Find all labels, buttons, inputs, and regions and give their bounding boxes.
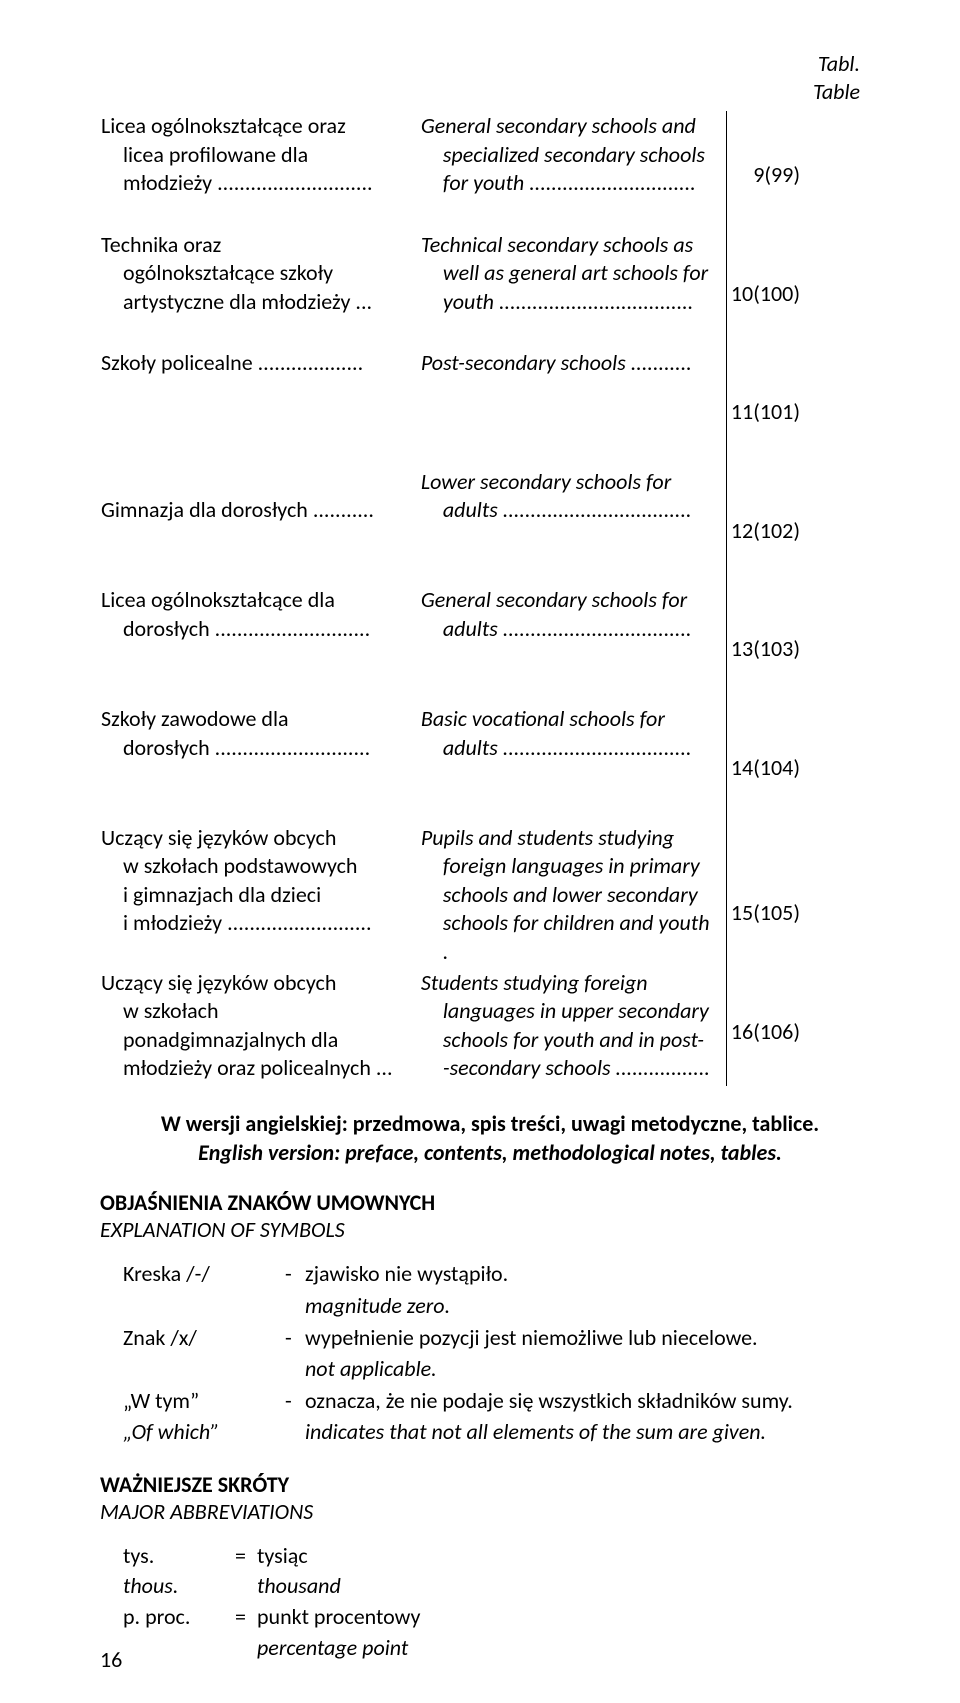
toc-cell-en: General secondary schools foradults ....…	[411, 585, 726, 704]
abbrev-label-pl: p. proc.	[122, 1602, 234, 1633]
symbol-desc-en: not applicable.	[304, 1354, 794, 1386]
toc-cell-pl: Uczący się języków obcychw szkołach pods…	[100, 823, 411, 968]
toc-cell-pl: Szkoły zawodowe dladorosłych ...........…	[100, 704, 411, 823]
abbrev-eq: =	[234, 1602, 256, 1633]
abbrev-val-pl: tysiąc	[256, 1541, 421, 1572]
symbol-dash: -	[284, 1259, 304, 1291]
symbols-heading-pl: OBJAŚNIENIA ZNAKÓW UMOWNYCH	[100, 1189, 880, 1216]
symbols-table: Kreska /-/-zjawisko nie wystąpiło.magnit…	[122, 1259, 794, 1449]
toc-row: Szkoły policealne ...................Pos…	[100, 348, 880, 467]
symbol-dash-blank	[284, 1354, 304, 1386]
toc-cell-en: Technical secondary schools aswell as ge…	[411, 230, 726, 349]
abbrev-label-en	[122, 1633, 234, 1664]
symbol-dash-blank	[284, 1291, 304, 1323]
symbol-desc-pl: zjawisko nie wystąpiło.	[304, 1259, 794, 1291]
abbrev-eq-blank	[234, 1571, 256, 1602]
abbrev-row: tys.=tysiąc	[122, 1541, 421, 1572]
symbol-row-en: not applicable.	[122, 1354, 794, 1386]
toc-cell-page: 15(105)	[726, 823, 880, 968]
toc-cell-page: 16(106)	[726, 968, 880, 1087]
toc-cell-pl: Technika orazogólnokształcące szkołyarty…	[100, 230, 411, 349]
symbol-desc-en: magnitude zero.	[304, 1291, 794, 1323]
symbol-label-pl: Znak /x/	[122, 1323, 284, 1355]
document-page: Tabl. Table Licea ogólnokształcące orazl…	[0, 0, 960, 1703]
abbrev-row-en: percentage point	[122, 1633, 421, 1664]
toc-row: Uczący się języków obcychw szkołachponad…	[100, 968, 880, 1087]
label-tabl: Tabl.	[818, 50, 860, 77]
toc-cell-en: General secondary schools andspecialized…	[411, 111, 726, 230]
toc-cell-page: 12(102)	[726, 467, 880, 586]
symbol-dash-blank	[284, 1417, 304, 1449]
abbrev-table: tys.=tysiącthous.thousandp. proc.=punkt …	[122, 1541, 421, 1663]
toc-row: Licea ogólnokształcące orazlicea profilo…	[100, 111, 880, 230]
symbol-row: Kreska /-/-zjawisko nie wystąpiło.	[122, 1259, 794, 1291]
toc-row: Uczący się języków obcychw szkołach pods…	[100, 823, 880, 968]
symbol-label-pl: Kreska /-/	[122, 1259, 284, 1291]
toc-row: Szkoły zawodowe dladorosłych ...........…	[100, 704, 880, 823]
symbol-label-pl: „W tym”	[122, 1386, 284, 1418]
table-header-labels: Tabl. Table	[100, 50, 880, 105]
symbol-dash: -	[284, 1323, 304, 1355]
symbol-desc-en: indicates that not all elements of the s…	[304, 1417, 794, 1449]
label-table: Table	[813, 78, 860, 105]
toc-table: Licea ogólnokształcące orazlicea profilo…	[100, 111, 880, 1086]
symbol-desc-pl: wypełnienie pozycji jest niemożliwe lub …	[304, 1323, 794, 1355]
toc-cell-page: 11(101)	[726, 348, 880, 467]
toc-cell-en: Students studying foreignlanguages in up…	[411, 968, 726, 1087]
toc-cell-pl: Licea ogólnokształcące orazlicea profilo…	[100, 111, 411, 230]
symbol-row: Znak /x/-wypełnienie pozycji jest niemoż…	[122, 1323, 794, 1355]
toc-cell-page: 10(100)	[726, 230, 880, 349]
toc-row: Licea ogólnokształcące dladorosłych ....…	[100, 585, 880, 704]
abbrev-row: p. proc.=punkt procentowy	[122, 1602, 421, 1633]
toc-cell-en: Post-secondary schools ...........	[411, 348, 726, 467]
abbrev-val-en: thousand	[256, 1571, 421, 1602]
version-note-en: English version: preface, contents, meth…	[100, 1139, 880, 1168]
abbrev-eq: =	[234, 1541, 256, 1572]
toc-cell-pl: Licea ogólnokształcące dladorosłych ....…	[100, 585, 411, 704]
abbrev-heading-en: MAJOR ABBREVIATIONS	[100, 1498, 880, 1525]
toc-cell-en: Basic vocational schools foradults .....…	[411, 704, 726, 823]
toc-cell-pl: Gimnazja dla dorosłych ...........	[100, 467, 411, 586]
toc-cell-pl: Uczący się języków obcychw szkołachponad…	[100, 968, 411, 1087]
symbol-label-en	[122, 1354, 284, 1386]
abbrev-val-en: percentage point	[256, 1633, 421, 1664]
abbrev-eq-blank	[234, 1633, 256, 1664]
symbol-desc-pl: oznacza, że nie podaje się wszystkich sk…	[304, 1386, 794, 1418]
symbol-row: „W tym”-oznacza, że nie podaje się wszys…	[122, 1386, 794, 1418]
toc-cell-pl: Szkoły policealne ...................	[100, 348, 411, 467]
abbrev-val-pl: punkt procentowy	[256, 1602, 421, 1633]
toc-cell-en: Lower secondary schools foradults ......…	[411, 467, 726, 586]
toc-cell-en: Pupils and students studyingforeign lang…	[411, 823, 726, 968]
symbol-label-en	[122, 1291, 284, 1323]
page-number: 16	[100, 1646, 122, 1673]
symbols-heading-en: EXPLANATION OF SYMBOLS	[100, 1216, 880, 1243]
symbol-dash: -	[284, 1386, 304, 1418]
toc-cell-page: 9(99)	[726, 111, 880, 230]
symbol-row-en: „Of which” indicates that not all element…	[122, 1417, 794, 1449]
toc-cell-page: 13(103)	[726, 585, 880, 704]
abbrev-label-en: thous.	[122, 1571, 234, 1602]
symbol-label-en: „Of which”	[122, 1417, 284, 1449]
toc-cell-page: 14(104)	[726, 704, 880, 823]
toc-row: Gimnazja dla dorosłych ...........Lower …	[100, 467, 880, 586]
abbrev-row-en: thous. thousand	[122, 1571, 421, 1602]
abbrev-label-pl: tys.	[122, 1541, 234, 1572]
abbrev-heading-pl: WAŻNIEJSZE SKRÓTY	[100, 1471, 880, 1498]
version-note-pl: W wersji angielskiej: przedmowa, spis tr…	[100, 1110, 880, 1139]
toc-row: Technika orazogólnokształcące szkołyarty…	[100, 230, 880, 349]
symbol-row-en: magnitude zero.	[122, 1291, 794, 1323]
